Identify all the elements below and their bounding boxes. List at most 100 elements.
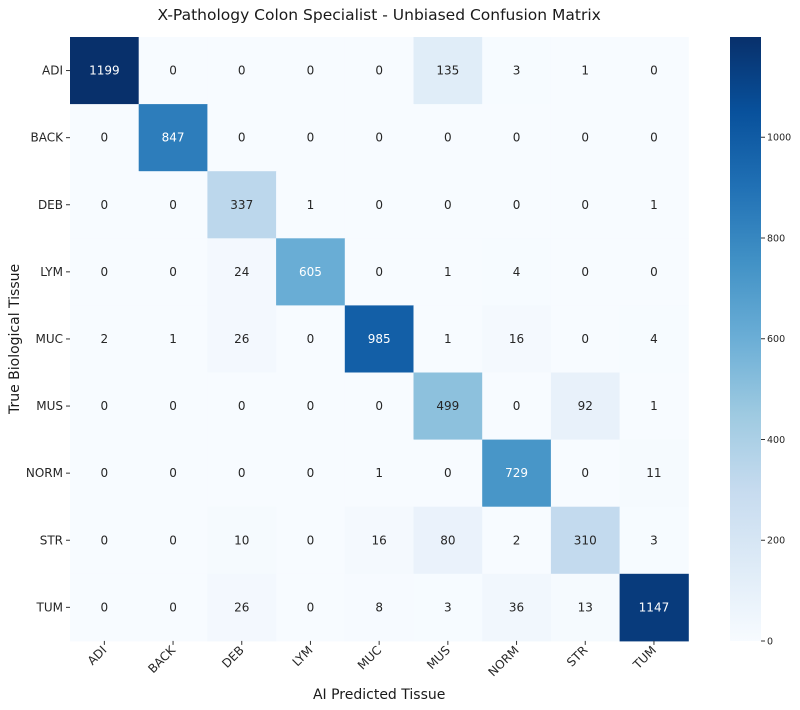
- x-tick-label: ADI: [85, 643, 110, 668]
- heatmap-cell: [344, 573, 414, 642]
- cell-value-label: 0: [101, 600, 109, 614]
- colorbar-tick-label: 0: [767, 637, 773, 648]
- cell-value-label: 0: [581, 198, 589, 212]
- cell-value-label: 0: [650, 64, 658, 78]
- y-tick-label: MUS: [36, 399, 63, 413]
- heatmap-cell: [138, 305, 208, 373]
- heatmap-cell: [619, 104, 689, 172]
- colorbar: [730, 37, 761, 641]
- heatmap-cell: [344, 439, 414, 508]
- heatmap-cell: [482, 171, 552, 239]
- cell-value-label: 10: [234, 533, 249, 547]
- heatmap-cell: [482, 372, 552, 441]
- cell-value-label: 0: [444, 198, 452, 212]
- heatmap-cell: [70, 439, 140, 508]
- cell-value-label: 985: [368, 332, 391, 346]
- cell-value-label: 36: [509, 600, 524, 614]
- y-tick-label: DEB: [38, 198, 63, 212]
- y-tick-label: STR: [40, 533, 63, 547]
- cell-value-label: 26: [234, 600, 249, 614]
- cell-value-label: 0: [513, 399, 521, 413]
- heatmap-cell: [413, 305, 483, 373]
- heatmap-cell: [344, 506, 414, 575]
- heatmap-cell: [70, 573, 140, 642]
- heatmap-cell: [70, 305, 140, 373]
- heatmap-cell: [619, 37, 689, 105]
- heatmap-cell: [276, 305, 346, 373]
- cell-value-label: 0: [169, 399, 177, 413]
- heatmap-cell: [550, 238, 621, 306]
- colorbar-tick-label: 600: [767, 334, 785, 345]
- heatmap-cell: [550, 506, 621, 575]
- cell-value-label: 847: [162, 131, 185, 145]
- heatmap-cell: [344, 104, 414, 172]
- heatmap-cell: [550, 171, 621, 239]
- y-tick-label: BACK: [31, 131, 65, 145]
- heatmap-cell: [344, 171, 414, 239]
- cell-value-label: 0: [650, 265, 658, 279]
- heatmap-cell: [482, 573, 552, 642]
- heatmap-cell: [276, 37, 346, 105]
- heatmap-cell: [413, 37, 483, 105]
- chart-title: X-Pathology Colon Specialist - Unbiased …: [157, 6, 600, 24]
- cell-value-label: 729: [505, 466, 528, 480]
- cell-value-label: 1: [650, 198, 658, 212]
- heatmap-cell: [619, 305, 689, 373]
- cell-value-label: 0: [581, 466, 589, 480]
- heatmap-cell: [482, 305, 552, 373]
- cell-value-label: 0: [375, 131, 383, 145]
- heatmap-cell: [138, 372, 208, 441]
- cell-value-label: 0: [101, 466, 109, 480]
- x-tick-labels: ADI BACK DEB LYM MUC MUS NORM STR TUM: [85, 640, 659, 679]
- colorbar-tick-label: 800: [767, 233, 785, 244]
- heatmap-cell: [619, 439, 689, 508]
- cell-value-label: 0: [375, 64, 383, 78]
- cell-value-label: 135: [436, 64, 459, 78]
- y-tick-label: TUM: [36, 600, 63, 614]
- cell-value-label: 1147: [639, 600, 670, 614]
- heatmap-cell: [207, 573, 277, 642]
- heatmap-cell: [482, 238, 552, 306]
- cell-value-label: 0: [444, 131, 452, 145]
- heatmap-cell: [207, 372, 277, 441]
- heatmap-cell: [138, 104, 208, 172]
- heatmap-cell: [207, 305, 277, 373]
- x-tick-label: MUC: [355, 643, 384, 672]
- cell-value-label: 0: [238, 399, 246, 413]
- heatmap-cell: [344, 238, 414, 306]
- cell-value-label: 1: [650, 399, 658, 413]
- heatmap-cell: [413, 372, 483, 441]
- heatmap-cell: [413, 171, 483, 239]
- cell-value-label: 0: [101, 131, 109, 145]
- heatmap-cell: [482, 104, 552, 172]
- heatmap-cell: [413, 573, 483, 642]
- colorbar-tick-label: 1000: [767, 133, 791, 144]
- cell-value-label: 0: [581, 332, 589, 346]
- heatmap-cell: [619, 238, 689, 306]
- heatmap-cell: [413, 238, 483, 306]
- heatmap-cell: [344, 37, 414, 105]
- heatmap-cell: [276, 104, 346, 172]
- heatmap-cell: [138, 506, 208, 575]
- heatmap-cell: [207, 171, 277, 239]
- cell-value-label: 0: [238, 64, 246, 78]
- heatmap-cells: 1199 0 0 0 0 135 3 1 00 847 0 0 0 0 0 0 00 0 337 1 0 0 0 0 10 0 24…: [70, 37, 689, 642]
- cell-value-label: 13: [578, 600, 593, 614]
- y-tick-label: ADI: [42, 64, 63, 78]
- heatmap-cell: [482, 37, 552, 105]
- heatmap-cell: [138, 439, 208, 508]
- heatmap-cell: [276, 439, 346, 508]
- cell-value-label: 310: [574, 533, 597, 547]
- heatmap-cell: [276, 238, 346, 306]
- cell-value-label: 0: [169, 466, 177, 480]
- cell-value-label: 1: [307, 198, 315, 212]
- cell-value-label: 16: [372, 533, 387, 547]
- heatmap-cell: [138, 573, 208, 642]
- heatmap-cell: [619, 171, 689, 239]
- cell-value-label: 2: [101, 332, 109, 346]
- cell-value-label: 0: [513, 131, 521, 145]
- heatmap-cell: [413, 104, 483, 172]
- cell-value-label: 337: [230, 198, 253, 212]
- cell-value-label: 0: [169, 64, 177, 78]
